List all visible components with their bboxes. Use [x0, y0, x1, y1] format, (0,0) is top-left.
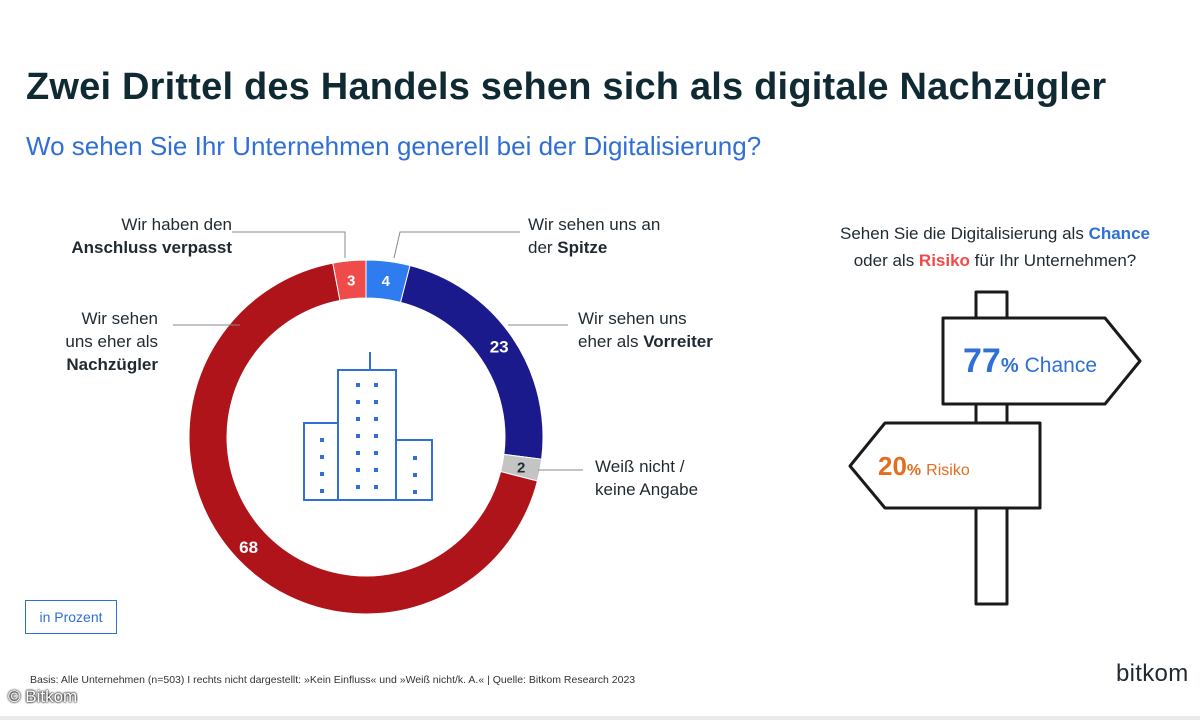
donut-value-label: 4	[382, 273, 391, 290]
window-dot	[356, 383, 360, 387]
chance-label: Chance	[1025, 354, 1097, 377]
chance-word: Chance	[1088, 224, 1150, 243]
window-dot	[413, 473, 417, 477]
bitkom-logo: bitkom	[1116, 660, 1189, 687]
window-dot	[374, 383, 378, 387]
risiko-word: Risiko	[918, 251, 970, 270]
label-spitze: Wir sehen uns an der Spitze	[528, 215, 661, 257]
window-dot	[374, 451, 378, 455]
window-dot	[374, 434, 378, 438]
label-anschluss: Wir haben den Anschluss verpasst	[71, 215, 232, 257]
window-dot	[356, 417, 360, 421]
chart-subtitle: Wo sehen Sie Ihr Unternehmen generell be…	[26, 131, 762, 161]
leader-line-anschluss	[232, 231, 346, 258]
page-title: Zwei Drittel des Handels sehen sich als …	[26, 66, 1107, 108]
donut-value-label: 23	[490, 338, 509, 357]
building-icon	[303, 352, 433, 501]
building-windows	[320, 383, 417, 494]
window-dot	[356, 400, 360, 404]
unit-label: in Prozent	[25, 600, 117, 634]
window-dot	[356, 451, 360, 455]
signpost-icon	[848, 290, 1142, 606]
risiko-label: Risiko	[926, 462, 970, 479]
label-weiss-nicht: Weiß nicht / keine Angabe	[595, 457, 699, 499]
donut-chart	[188, 259, 544, 615]
window-dot	[374, 400, 378, 404]
risiko-percent: %	[907, 462, 921, 479]
window-dot	[320, 438, 324, 442]
window-dot	[374, 417, 378, 421]
window-dot	[413, 456, 417, 460]
window-dot	[413, 490, 417, 494]
footnote: Basis: Alle Unternehmen (n=503) I rechts…	[30, 674, 636, 686]
risiko-value: 20	[878, 451, 907, 481]
donut-value-label: 68	[239, 538, 258, 557]
window-dot	[356, 485, 360, 489]
donut-slice	[399, 264, 544, 460]
donut-value-labels: 4 23 2 68 3	[239, 273, 525, 558]
risiko-sign-text: 20% Risiko	[878, 451, 970, 481]
chance-risk-question: Sehen Sie die Digitalisierung als Chance…	[840, 224, 1150, 270]
donut-slice	[188, 262, 539, 615]
donut-value-label: 2	[517, 460, 525, 477]
donut-slice	[332, 259, 367, 302]
chance-percent: %	[1001, 355, 1019, 377]
window-dot	[320, 455, 324, 459]
window-dot	[356, 434, 360, 438]
window-dot	[374, 468, 378, 472]
window-dot	[320, 489, 324, 493]
label-nachzuegler: Wir sehen uns eher als Nachzügler	[65, 309, 158, 374]
window-dot	[320, 472, 324, 476]
window-dot	[374, 485, 378, 489]
chance-sign-text: 77% Chance	[963, 342, 1097, 380]
donut-value-label: 3	[347, 273, 355, 290]
bottom-rule	[0, 716, 1200, 720]
window-dot	[356, 468, 360, 472]
leader-line-spitze	[393, 231, 520, 259]
label-vorreiter: Wir sehen uns eher als Vorreiter	[578, 309, 713, 351]
copyright: © Bitkom	[8, 687, 78, 706]
chance-value: 77	[963, 342, 1001, 380]
